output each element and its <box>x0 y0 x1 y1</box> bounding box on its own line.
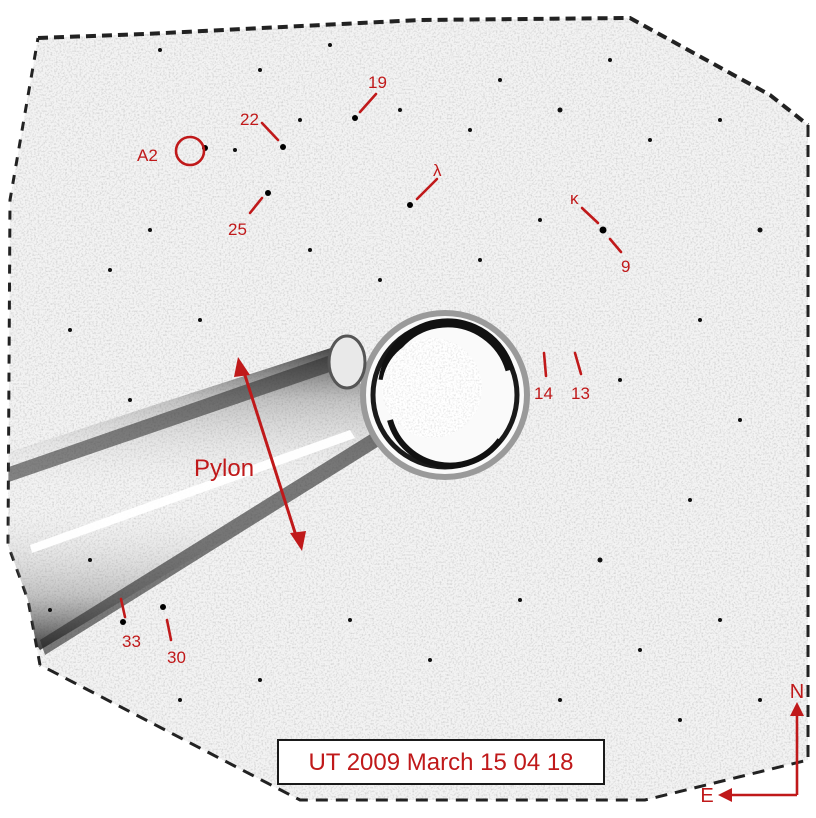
label-13: 13 <box>571 384 590 403</box>
compass-east: E <box>700 785 713 807</box>
star-25 <box>265 190 271 196</box>
star-22 <box>280 144 286 150</box>
east-arrowhead <box>718 788 732 802</box>
star-19 <box>352 115 358 121</box>
label-9: 9 <box>621 257 630 276</box>
occulter <box>327 310 530 480</box>
background-stars <box>48 43 763 722</box>
label-kappa: κ <box>570 189 579 208</box>
pylon-arrow <box>234 357 306 551</box>
label-33: 33 <box>122 632 141 651</box>
label-A2: A2 <box>137 146 158 165</box>
label-25: 25 <box>228 220 247 239</box>
label-pylon: Pylon <box>194 455 254 482</box>
timestamp-text: UT 2009 March 15 04 18 <box>308 749 573 776</box>
north-arrowhead <box>790 702 804 716</box>
timestamp-box: UT 2009 March 15 04 18 <box>277 739 605 785</box>
label-30: 30 <box>167 648 186 667</box>
label-19: 19 <box>368 73 387 92</box>
star-labels: 19 22 A2 λ 25 κ 9 14 13 Pylon 33 30 <box>122 73 630 667</box>
label-22: 22 <box>240 110 259 129</box>
compass-north: N <box>790 681 804 703</box>
compass: N E <box>700 681 804 807</box>
star-30 <box>160 604 166 610</box>
label-14: 14 <box>534 384 553 403</box>
star-33 <box>120 619 126 625</box>
annotation-lines <box>119 92 623 642</box>
pylon-band <box>8 345 392 655</box>
star-kappa <box>599 226 607 234</box>
a2-marker-circle <box>174 135 206 167</box>
label-lambda: λ <box>433 161 442 180</box>
star-lambda <box>407 202 413 208</box>
